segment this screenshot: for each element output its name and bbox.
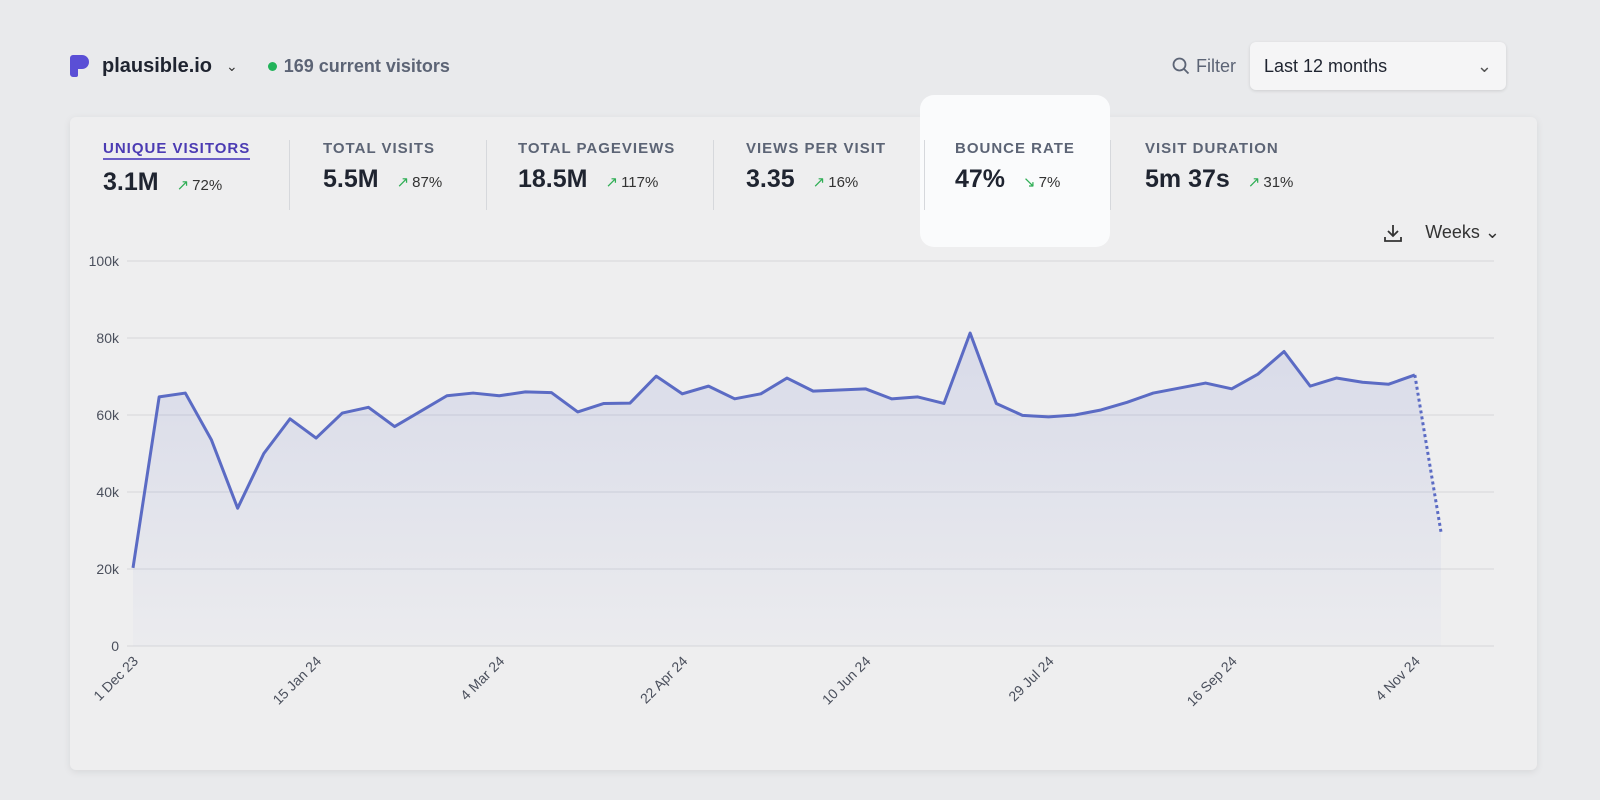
interval-label: Weeks [1425, 222, 1480, 242]
top-bar: plausible.io ⌄ 169 current visitors Filt… [70, 42, 1506, 90]
chevron-down-icon: ⌄ [1484, 222, 1500, 242]
metric-change-value: 117% [621, 174, 659, 191]
metric-label: BOUNCE RATE [955, 140, 1075, 157]
metric-value: 5m 37s [1145, 165, 1230, 193]
metric-views-per-visit[interactable]: VIEWS PER VISIT 3.35 ↗ 16% [746, 140, 886, 194]
x-tick-label: 29 Jul 24 [1005, 653, 1057, 705]
arrow-up-right-icon: ↗ [605, 174, 619, 191]
current-visitors[interactable]: 169 current visitors [283, 55, 450, 76]
search-icon [1172, 57, 1190, 75]
chevron-down-icon: ⌄ [1476, 55, 1492, 76]
metric-label: TOTAL VISITS [323, 140, 436, 157]
chart-tools: Weeks ⌄ [1383, 222, 1500, 243]
metric-unique-visitors[interactable]: UNIQUE VISITORS 3.1M ↗ 72% [103, 140, 251, 197]
metric-change: ↗ 72% [177, 176, 223, 194]
arrow-up-right-icon: ↗ [396, 174, 410, 191]
metric-total-visits[interactable]: TOTAL VISITS 5.5M ↗ 87% [323, 140, 442, 194]
y-tick-label: 0 [111, 638, 119, 654]
site-name[interactable]: plausible.io [102, 54, 213, 77]
plausible-logo-icon [70, 55, 89, 77]
metric-change: ↘ 7% [1023, 173, 1060, 191]
divider [289, 140, 290, 210]
metric-label: VIEWS PER VISIT [746, 140, 887, 157]
incomplete-segment [1413, 374, 1443, 533]
x-tick-label: 16 Sep 24 [1183, 653, 1240, 710]
download-icon[interactable] [1383, 223, 1403, 243]
bounce-rate-highlight [920, 95, 1110, 247]
metric-value: 3.1M [103, 168, 159, 196]
metric-bounce-rate[interactable]: BOUNCE RATE 47% ↘ 7% [955, 140, 1075, 194]
filter-button[interactable]: Filter [1172, 56, 1236, 77]
metric-label: VISIT DURATION [1145, 140, 1279, 157]
divider [924, 140, 925, 210]
metric-label: UNIQUE VISITORS [103, 140, 251, 160]
period-select[interactable]: Last 12 months ⌄ [1250, 42, 1506, 90]
metric-visit-duration[interactable]: VISIT DURATION 5m 37s ↗ 31% [1145, 140, 1293, 194]
metric-change: ↗ 16% [813, 173, 859, 191]
interval-select[interactable]: Weeks ⌄ [1425, 222, 1500, 243]
x-tick-label: 22 Apr 24 [637, 653, 691, 707]
metric-change: ↗ 31% [1248, 173, 1294, 191]
divider [1110, 140, 1111, 210]
metric-value: 47% [955, 165, 1006, 193]
metric-change-value: 87% [412, 174, 443, 191]
chevron-down-icon[interactable]: ⌄ [226, 57, 238, 74]
metric-value: 3.35 [746, 165, 795, 193]
x-tick-label: 4 Nov 24 [1372, 653, 1423, 704]
metric-change: ↗ 117% [605, 173, 658, 191]
x-tick-label: 4 Mar 24 [457, 653, 508, 704]
metric-change-value: 7% [1038, 174, 1061, 191]
y-tick-label: 100k [89, 253, 120, 269]
live-dot-icon [267, 61, 277, 71]
metric-value: 5.5M [323, 165, 379, 193]
area-fill [133, 332, 1441, 646]
y-tick-label: 60k [96, 407, 120, 423]
metric-change-value: 72% [192, 177, 223, 194]
arrow-up-right-icon: ↗ [812, 174, 826, 191]
y-tick-label: 80k [96, 330, 120, 346]
x-tick-label: 10 Jun 24 [819, 653, 874, 708]
metric-change-value: 16% [828, 174, 859, 191]
metric-change: ↗ 87% [397, 173, 443, 191]
filter-label: Filter [1196, 55, 1236, 76]
divider [713, 140, 714, 210]
divider [486, 140, 487, 210]
period-label: Last 12 months [1264, 55, 1388, 76]
arrow-up-right-icon: ↗ [176, 177, 190, 194]
arrow-up-right-icon: ↗ [1247, 174, 1261, 191]
arrow-down-right-icon: ↘ [1023, 174, 1036, 191]
metric-value: 18.5M [518, 165, 588, 193]
x-tick-label: 15 Jan 24 [269, 653, 324, 708]
x-tick-label: 1 Dec 23 [90, 653, 141, 704]
metric-label: TOTAL PAGEVIEWS [518, 140, 676, 157]
y-tick-label: 40k [96, 484, 120, 500]
series-line [131, 331, 1416, 569]
y-tick-label: 20k [96, 561, 120, 577]
metric-change-value: 31% [1263, 174, 1294, 191]
metric-total-pageviews[interactable]: TOTAL PAGEVIEWS 18.5M ↗ 117% [518, 140, 675, 194]
